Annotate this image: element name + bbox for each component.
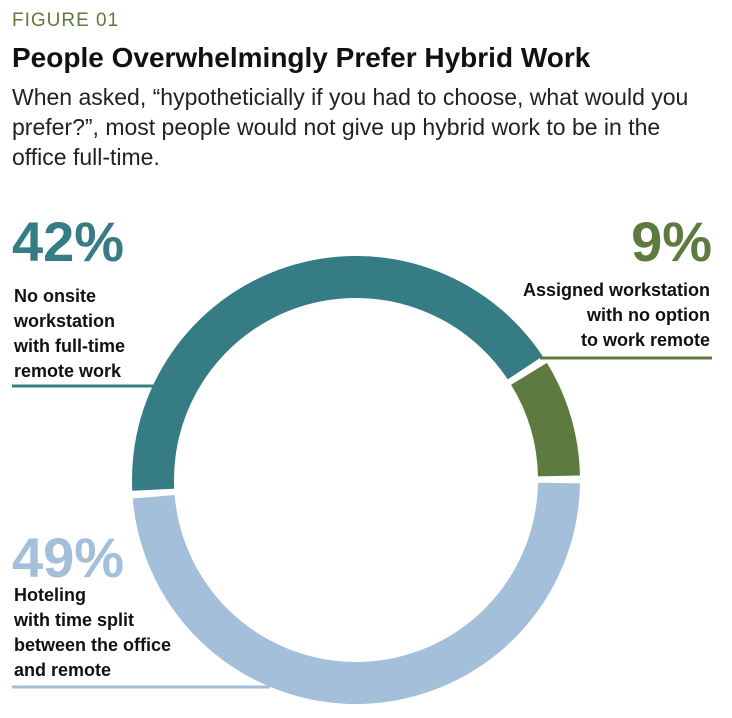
remote-description: No onsite workstation with full-time rem…: [14, 286, 125, 381]
chart-title: People Overwhelmingly Prefer Hybrid Work: [12, 42, 591, 73]
figure-label: FIGURE 01: [12, 10, 120, 31]
assigned-percent-label: 9%: [631, 210, 712, 273]
hotel-percent-label: 49%: [12, 526, 125, 589]
slice-remote: [131, 255, 543, 491]
chart-subtitle: When asked, “hypotheticially if you had …: [12, 84, 689, 170]
hotel-description: Hoteling with time split between the off…: [14, 585, 172, 680]
slice-assigned: [511, 362, 580, 477]
remote-percent-label: 42%: [12, 210, 125, 273]
assigned-description: Assigned workstation with no option to w…: [522, 280, 710, 350]
slice-hotel: [132, 482, 580, 704]
